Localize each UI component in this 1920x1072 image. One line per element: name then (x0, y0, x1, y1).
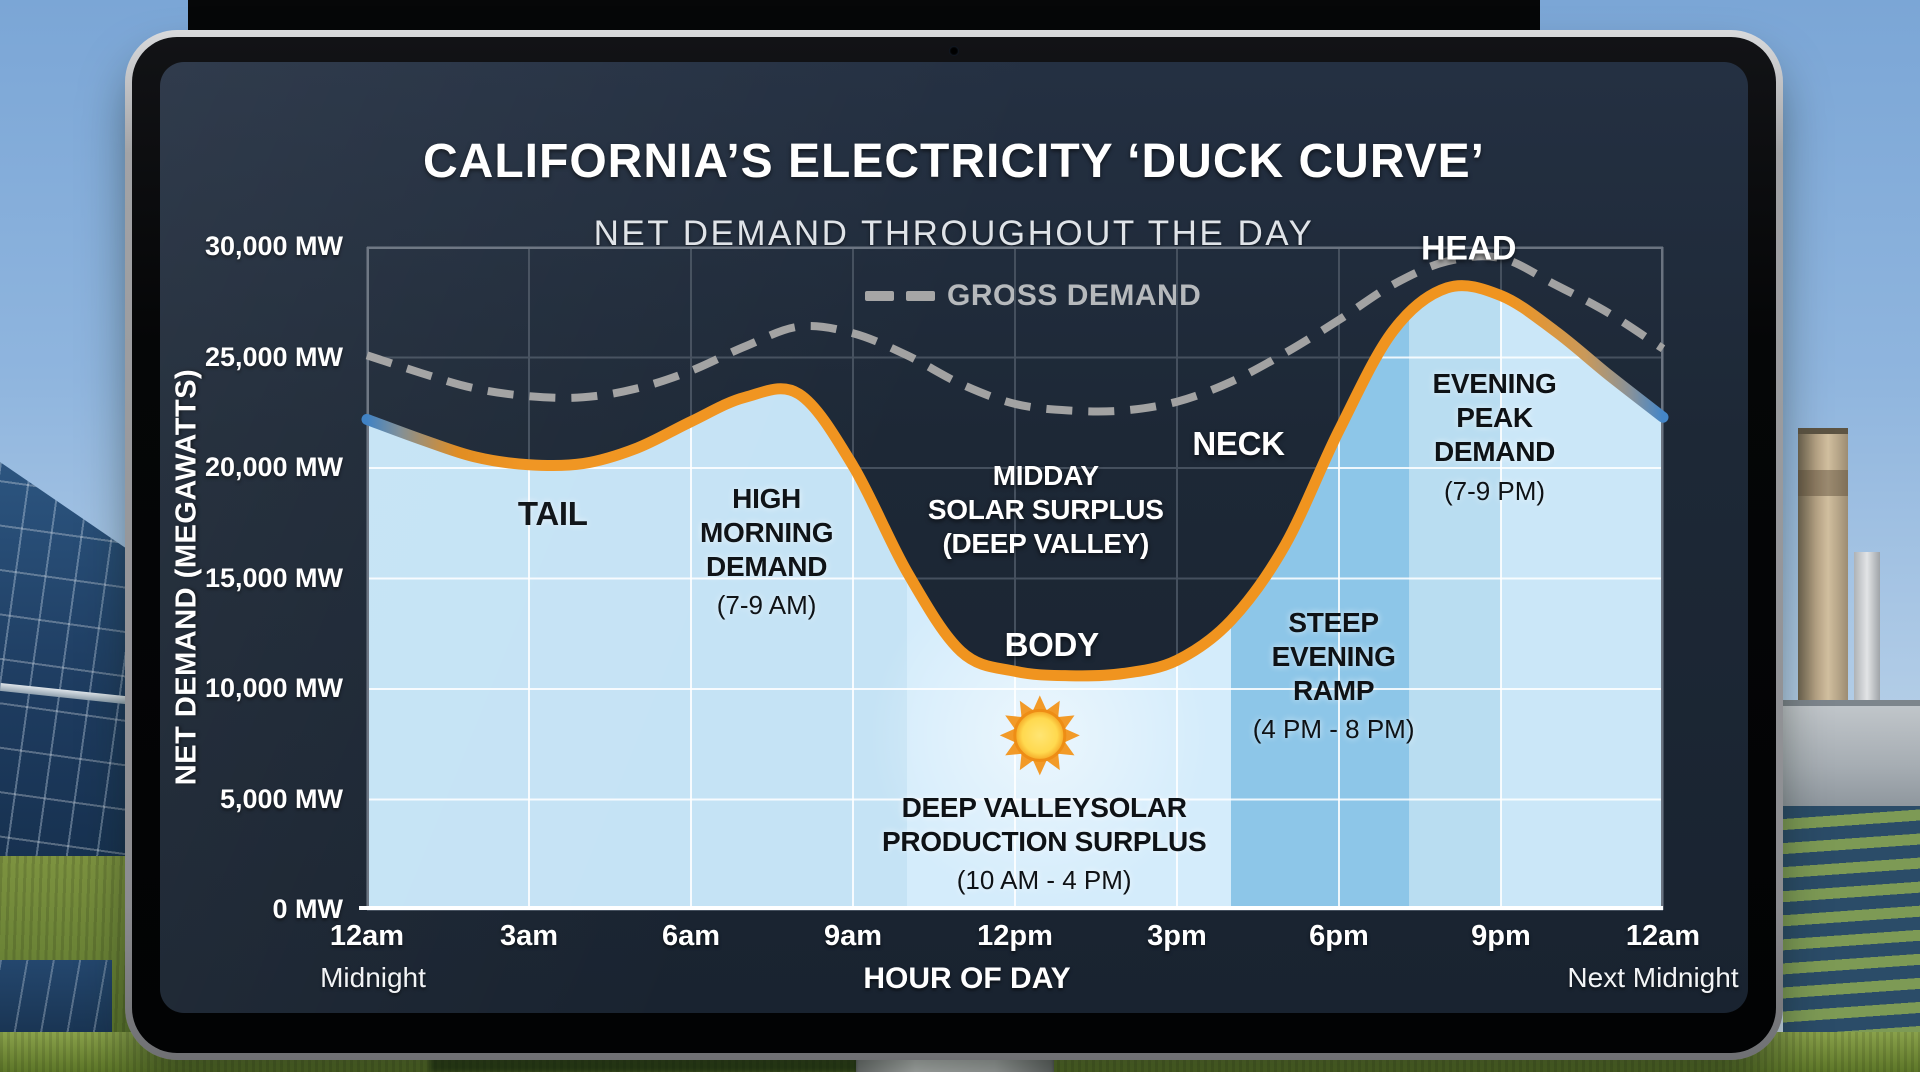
legend: GROSS DEMAND (865, 279, 1201, 313)
annotation-line: DEMAND (1433, 436, 1556, 468)
webcam-icon (949, 46, 959, 56)
x-tick-label: 6pm (1309, 920, 1369, 952)
x-tick-label: 3am (499, 920, 559, 952)
annotation-line: DEEP VALLEYSOLAR (901, 791, 1187, 823)
annotation-subline: (4 PM - 8 PM) (1252, 714, 1415, 745)
annotation-deep-valley-solar: DEEP VALLEYSOLAR PRODUCTION SURPLUS (10 AM… (881, 791, 1207, 897)
plot-area (359, 246, 1669, 911)
y-tick-label: 10,000 MW (204, 673, 343, 703)
x-axis-title: HOUR OF DAY (863, 962, 1071, 995)
annotation-high-morning-demand: HIGH MORNING DEMAND (7-9 AM) (699, 482, 834, 622)
x-tick-label: 3pm (1147, 920, 1207, 952)
annotation-evening-peak-demand: EVENING PEAK DEMAND (7-9 PM) (1433, 367, 1557, 507)
y-tick-label: 0 MW (272, 894, 344, 924)
x-sublabel-next-midnight: Next Midnight (1567, 962, 1739, 993)
dashed-line-icon (865, 291, 894, 301)
x-tick-label: 9pm (1471, 920, 1531, 952)
annotation-line: BODY (1004, 625, 1099, 663)
annotation-neck: NECK (1192, 424, 1285, 464)
x-tick-label: 9am (823, 920, 883, 952)
annotation-line: DEMAND (706, 551, 828, 583)
x-tick-label: 12am (1625, 920, 1701, 952)
annotation-tail: TAIL (518, 494, 588, 534)
x-sublabel-midnight: Midnight (320, 962, 426, 993)
annotation-line: NECK (1192, 424, 1285, 462)
net-demand-curve (361, 280, 1669, 682)
annotation-body: BODY (1005, 625, 1099, 665)
x-tick-label: 12am (329, 920, 405, 952)
annotation-line: TAIL (517, 495, 588, 533)
annotation-line: EVENING (1432, 367, 1557, 399)
annotation-head: HEAD (1421, 228, 1516, 269)
top-dark-bar (188, 0, 1540, 33)
annotation-midday-solar-surplus: MIDDAY SOLAR SURPLUS (DEEP VALLEY) (928, 459, 1164, 561)
annotation-subline: (7-9 PM) (1443, 475, 1546, 506)
y-axis-title: NET DEMAND (MEGAWATTS) (170, 368, 203, 786)
solar-panel-array-left (0, 462, 135, 882)
annotation-line: HEAD (1421, 229, 1517, 268)
legend-label: GROSS DEMAND (947, 279, 1202, 312)
annotation-line: EVENING (1271, 640, 1396, 672)
annotation-steep-evening-ramp: STEEP EVENING RAMP (4 PM - 8 PM) (1253, 606, 1415, 746)
monitor-bezel: CALIFORNIA’S ELECTRICITY ‘DUCK CURVE’ NE… (132, 37, 1776, 1053)
y-tick-label: 15,000 MW (204, 562, 343, 593)
annotation-line: HIGH (732, 482, 801, 514)
annotation-subline: (10 AM - 4 PM) (956, 864, 1132, 895)
annotation-subline: (7-9 AM) (716, 590, 817, 621)
x-tick-label: 12pm (977, 920, 1053, 952)
annotation-line: RAMP (1292, 674, 1375, 706)
annotation-line: PEAK (1456, 402, 1533, 434)
annotation-line: MIDDAY (992, 459, 1099, 491)
sun-icon (999, 695, 1080, 776)
annotation-line: MORNING (699, 517, 834, 549)
gross-demand-line (365, 252, 1666, 416)
annotation-line: SOLAR SURPLUS (927, 493, 1164, 525)
monitor-screen: CALIFORNIA’S ELECTRICITY ‘DUCK CURVE’ NE… (160, 62, 1748, 1013)
chimney-band (1798, 470, 1848, 496)
y-tick-label: 5,000 MW (219, 783, 343, 814)
annotation-line: (DEEP VALLEY) (942, 528, 1150, 560)
x-tick-label: 6am (661, 920, 721, 952)
annotation-line: STEEP (1288, 606, 1379, 638)
dashed-line-icon (906, 291, 935, 301)
chart-title: CALIFORNIA’S ELECTRICITY ‘DUCK CURVE’ (423, 135, 1485, 188)
solar-panel-array-right (1783, 806, 1920, 1036)
small-stack (1854, 552, 1880, 712)
evening-peak-region (1409, 285, 1501, 910)
y-tick-label: 20,000 MW (204, 452, 343, 482)
annotation-line: PRODUCTION SURPLUS (881, 825, 1207, 857)
power-plant-building (1783, 700, 1920, 810)
monitor-frame: CALIFORNIA’S ELECTRICITY ‘DUCK CURVE’ NE… (125, 30, 1783, 1060)
y-tick-label: 25,000 MW (204, 341, 343, 372)
y-tick-label: 30,000 MW (204, 231, 343, 261)
